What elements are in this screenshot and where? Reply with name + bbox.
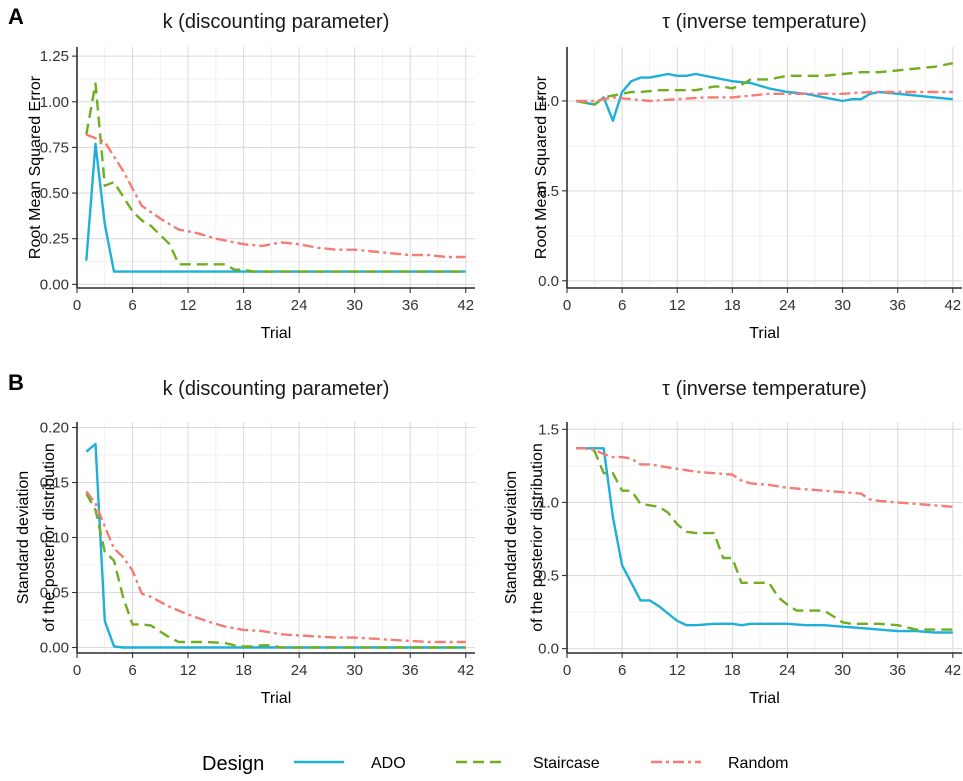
- x-tick-label: 12: [180, 662, 197, 679]
- series-line-ado: [576, 447, 953, 634]
- x-tick-label: 12: [669, 297, 686, 314]
- legend: Design ADO Staircase Random: [202, 753, 788, 775]
- legend-label-ado: ADO: [371, 755, 406, 772]
- series-line-staircase: [85, 82, 466, 273]
- y-tick-label: 0.0: [538, 641, 559, 658]
- panel-label-b: B: [8, 370, 24, 395]
- legend-label-random: Random: [728, 755, 788, 772]
- x-axis-label: Trial: [749, 690, 780, 707]
- y-axis-label: Root Mean Squared Error: [533, 75, 550, 259]
- y-axis-label: Standard deviation: [15, 471, 32, 604]
- x-tick-label: 6: [618, 297, 626, 314]
- y-tick-label: 0.5: [538, 183, 559, 200]
- series-line-staircase: [85, 492, 466, 649]
- plot-background: [567, 47, 962, 288]
- series-line-random: [85, 490, 466, 644]
- x-tick-label: 6: [128, 662, 136, 679]
- y-tick-label: 1.0: [538, 494, 559, 511]
- panel-2: 0 6 12 18 24 30 36 42 0.0 0.5 1.0 τ (inverse temper…: [533, 11, 962, 342]
- x-tick-label: 6: [618, 662, 626, 679]
- y-tick-label: 0.0: [538, 273, 559, 290]
- x-tick-label: 42: [944, 662, 961, 679]
- x-tick-label: 0: [563, 297, 571, 314]
- x-tick-label: 0: [73, 297, 81, 314]
- x-tick-label: 42: [457, 297, 474, 314]
- panel-3: 0 6 12 18 24 30 36 42 0.00 0.05 0.10 0.15 0.20 k (dis…: [15, 378, 475, 707]
- panel-4: 0 6 12 18 24 30 36 42 0.0 0.5 1.0 1.5 τ (inverse tem…: [503, 378, 962, 707]
- panel-title: τ (inverse temperature): [662, 378, 867, 400]
- panel-label-a: A: [8, 4, 24, 29]
- x-tick-label: 36: [889, 297, 906, 314]
- x-tick-label: 6: [128, 297, 136, 314]
- x-tick-label: 0: [73, 662, 81, 679]
- y-tick-label: 0.5: [538, 568, 559, 585]
- y-tick-label: 0.00: [40, 276, 69, 293]
- y-axis-label: of the posterior distribution: [41, 443, 58, 632]
- x-tick-label: 24: [291, 662, 308, 679]
- panel-title: k (discounting parameter): [163, 11, 390, 33]
- x-tick-label: 12: [180, 297, 197, 314]
- y-tick-label: 0.10: [40, 530, 69, 547]
- x-tick-label: 24: [291, 297, 308, 314]
- y-tick-label: 0.15: [40, 475, 69, 492]
- y-tick-label: 1.00: [40, 94, 69, 111]
- panel-1: 0 6 12 18 24 30 36 42 0.00 0.25 0.50 0.75 1.00 1.25 k …: [27, 11, 475, 342]
- x-tick-label: 36: [889, 662, 906, 679]
- y-tick-label: 0.75: [40, 139, 69, 156]
- x-tick-label: 36: [402, 662, 419, 679]
- y-tick-label: 0.50: [40, 185, 69, 202]
- panel-title: τ (inverse temperature): [662, 11, 867, 33]
- legend-label-staircase: Staircase: [533, 755, 600, 772]
- x-tick-label: 12: [669, 662, 686, 679]
- y-tick-label: 0.05: [40, 585, 69, 602]
- series-line-ado: [85, 142, 466, 273]
- y-tick-label: 1.0: [538, 93, 559, 110]
- y-axis-label: Standard deviation: [503, 471, 520, 604]
- y-axis-label: of the posterior distribution: [529, 443, 546, 632]
- x-tick-label: 42: [944, 297, 961, 314]
- series-line-staircase: [575, 62, 954, 106]
- y-tick-label: 1.5: [538, 421, 559, 438]
- plot-background: [77, 47, 475, 288]
- x-axis-label: Trial: [261, 690, 292, 707]
- x-axis-label: Trial: [261, 325, 292, 342]
- x-tick-label: 18: [235, 297, 252, 314]
- series-line-staircase: [576, 447, 953, 631]
- legend-title: Design: [202, 753, 264, 775]
- y-tick-label: 1.25: [40, 48, 69, 65]
- series-line-ado: [575, 72, 953, 122]
- x-tick-label: 18: [724, 297, 741, 314]
- x-tick-label: 18: [724, 662, 741, 679]
- x-axis-label: Trial: [749, 325, 780, 342]
- x-tick-label: 24: [779, 297, 796, 314]
- y-tick-label: 0.20: [40, 420, 69, 437]
- x-tick-label: 42: [457, 662, 474, 679]
- series-line-random: [576, 90, 953, 103]
- x-tick-label: 36: [402, 297, 419, 314]
- x-tick-label: 24: [779, 662, 796, 679]
- x-tick-label: 30: [346, 662, 363, 679]
- x-tick-label: 30: [834, 297, 851, 314]
- y-tick-label: 0.00: [40, 640, 69, 657]
- x-tick-label: 0: [563, 662, 571, 679]
- y-tick-label: 0.25: [40, 231, 69, 248]
- y-axis-label: Root Mean Squared Error: [27, 75, 44, 259]
- x-tick-label: 18: [235, 662, 252, 679]
- x-tick-label: 30: [346, 297, 363, 314]
- panel-title: k (discounting parameter): [163, 378, 390, 400]
- x-tick-label: 30: [834, 662, 851, 679]
